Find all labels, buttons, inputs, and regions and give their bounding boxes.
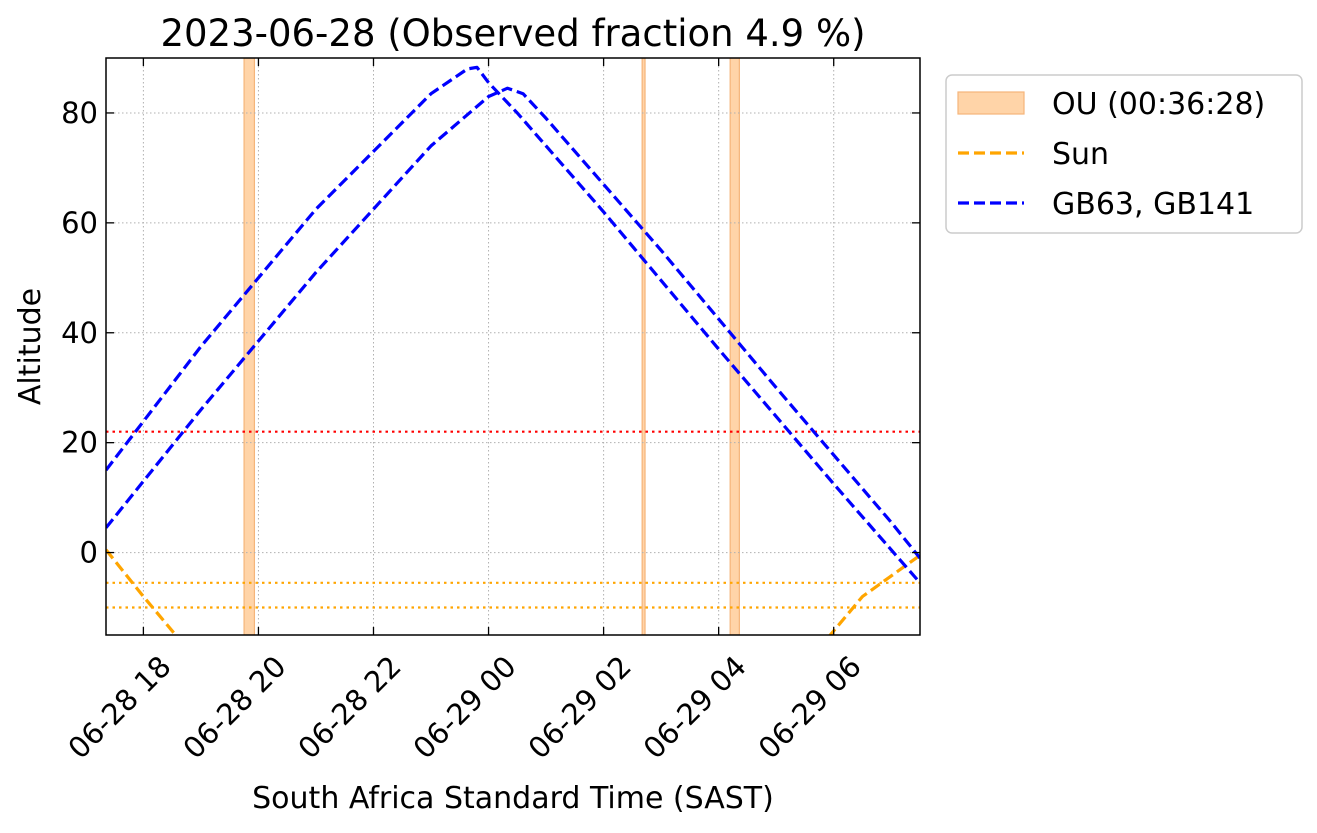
y-axis-label: Altitude (13, 288, 48, 405)
legend-label-0: OU (00:36:28) (1052, 87, 1265, 122)
x-tick-label: 06-29 04 (637, 649, 753, 765)
plot-frame (105, 57, 921, 636)
y-tick-label: 0 (80, 536, 98, 570)
series-line-sun-2 (828, 553, 920, 635)
y-tick-label: 80 (61, 96, 98, 130)
legend: OU (00:36:28) Sun GB63, GB141 (945, 74, 1303, 234)
legend-label-1: Sun (1052, 137, 1109, 172)
x-tick-label: 06-29 00 (407, 649, 523, 765)
ou-window-3 (729, 58, 740, 635)
x-tick-label: 06-28 22 (291, 649, 407, 765)
legend-box (945, 74, 1303, 234)
y-tick-label: 60 (61, 206, 98, 240)
x-tick-label: 06-28 18 (61, 649, 177, 765)
x-tick-label: 06-29 06 (752, 649, 868, 765)
series-line-targets-2 (106, 86, 920, 560)
legend-label-2: GB63, GB141 (1052, 187, 1254, 222)
legend-swatch-ou (957, 91, 1025, 115)
x-tick-label: 06-29 02 (522, 649, 638, 765)
chart-title: 2023-06-28 (Observed fraction 4.9 %) (160, 12, 865, 55)
series-line-targets-1 (106, 65, 920, 584)
plot-area (106, 58, 920, 635)
x-tick-label: 06-28 20 (176, 649, 292, 765)
ou-window-2 (641, 58, 646, 635)
y-tick-label: 20 (61, 426, 98, 460)
series-line-sun-1 (106, 548, 178, 635)
y-tick-label: 40 (61, 316, 98, 350)
x-axis-label: South Africa Standard Time (SAST) (252, 781, 774, 816)
